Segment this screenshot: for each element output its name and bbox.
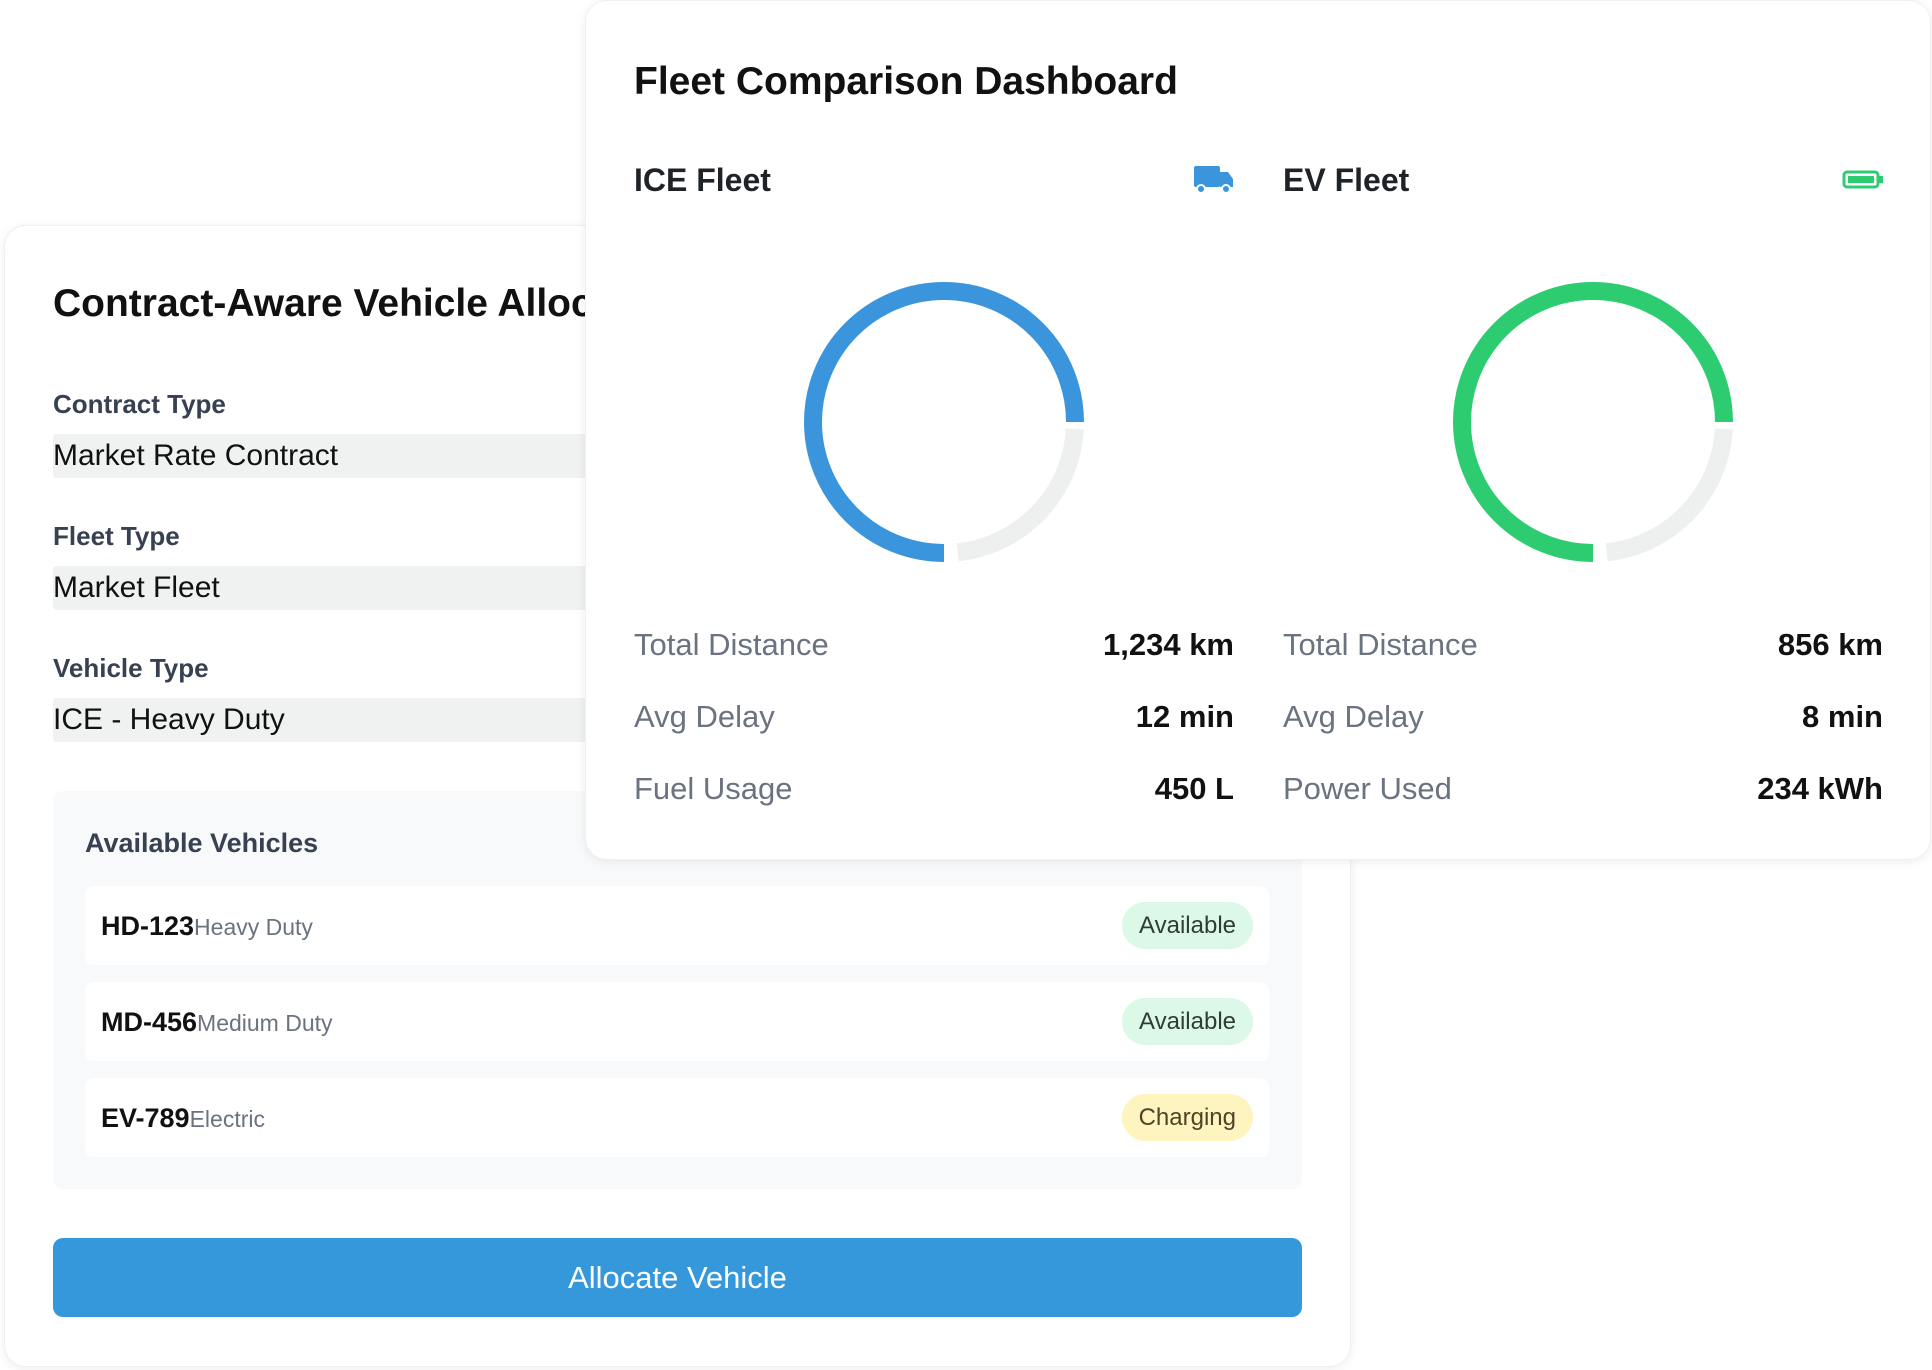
dashboard-title: Fleet Comparison Dashboard	[634, 60, 1178, 103]
field-label: Vehicle Type	[53, 653, 209, 683]
vehicle-row[interactable]: MD-456Medium Duty Available	[85, 982, 1269, 1061]
status-badge: Available	[1122, 902, 1253, 949]
stat-value: 1,234 km	[1103, 627, 1234, 662]
allocation-title: Contract-Aware Vehicle Allocation	[53, 282, 686, 325]
vehicle-id: MD-456	[101, 1007, 198, 1037]
stat-value: 12 min	[1135, 699, 1234, 734]
vehicle-id: HD-123	[101, 911, 195, 941]
stat-label: Total Distance	[634, 627, 829, 662]
stat-value: 450 L	[1154, 771, 1234, 806]
field-label: Contract Type	[53, 389, 226, 419]
vehicle-type: Medium Duty	[197, 1010, 333, 1036]
stat-value: 856 km	[1777, 627, 1883, 662]
vehicle-type: Heavy Duty	[194, 914, 313, 940]
gauge-arc	[804, 282, 1084, 562]
field-label: Fleet Type	[53, 521, 180, 551]
vehicle-row[interactable]: EV-789Electric Charging	[85, 1078, 1269, 1157]
vehicle-id: EV-789	[101, 1103, 190, 1133]
stat-value: 234 kWh	[1757, 771, 1883, 806]
truck-icon	[1194, 166, 1233, 194]
stat-label: Fuel Usage	[634, 771, 793, 806]
dashboard-card: Fleet Comparison Dashboard ICE Fleet EV …	[585, 0, 1931, 860]
allocate-button[interactable]: Allocate Vehicle	[53, 1238, 1302, 1317]
stat-value: 8 min	[1802, 699, 1883, 734]
vehicle-type: Electric	[189, 1106, 265, 1132]
gauge-arc	[1453, 282, 1733, 562]
vehicle-row[interactable]: HD-123Heavy Duty Available	[85, 886, 1269, 965]
status-badge: Available	[1122, 998, 1253, 1045]
panel-title: Available Vehicles	[85, 828, 319, 858]
fleet-name: ICE Fleet	[634, 162, 771, 198]
battery-icon	[1842, 170, 1883, 189]
stat-label: Avg Delay	[634, 699, 775, 734]
stat-label: Total Distance	[1283, 627, 1478, 662]
status-badge: Charging	[1121, 1094, 1253, 1141]
gauges	[804, 166, 1883, 562]
stat-label: Power Used	[1283, 771, 1452, 806]
gauge-track	[956, 428, 1084, 562]
gauge-track	[1605, 428, 1733, 562]
stat-label: Avg Delay	[1283, 699, 1424, 734]
fleet-name: EV Fleet	[1283, 162, 1410, 198]
